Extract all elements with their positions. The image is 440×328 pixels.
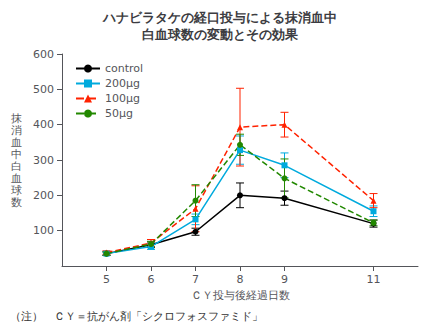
svg-text:血: 血 [11,171,22,185]
svg-text:ＣＹ投与後経過日数: ＣＹ投与後経過日数 [191,289,290,302]
svg-text:白: 白 [11,159,22,173]
svg-text:8: 8 [237,273,244,286]
svg-text:抹: 抹 [11,111,22,125]
svg-text:600: 600 [33,48,54,61]
svg-text:消: 消 [11,123,22,137]
svg-text:200: 200 [33,189,54,202]
svg-text:中: 中 [11,147,22,161]
svg-text:球: 球 [11,183,22,197]
svg-text:7: 7 [192,273,199,286]
svg-text:11: 11 [367,273,381,286]
svg-text:200μg: 200μg [105,77,140,90]
svg-text:300: 300 [33,154,54,167]
svg-text:血: 血 [11,135,22,149]
svg-text:6: 6 [148,273,155,286]
svg-text:9: 9 [281,273,288,286]
svg-text:ハナビラタケの経口投与による抹消血中: ハナビラタケの経口投与による抹消血中 [102,10,337,25]
svg-text:500: 500 [33,83,54,96]
svg-text:（注） ＣＹ＝抗がん剤「シクロフォスファミド」: （注） ＣＹ＝抗がん剤「シクロフォスファミド」 [10,310,263,323]
svg-text:100μg: 100μg [105,92,140,105]
svg-text:control: control [105,62,143,75]
svg-text:数: 数 [11,196,22,209]
svg-text:400: 400 [33,118,54,131]
svg-text:5: 5 [103,273,110,286]
svg-text:白血球数の変動とその効果: 白血球数の変動とその効果 [142,27,299,42]
svg-text:100: 100 [33,224,54,237]
svg-text:50μg: 50μg [105,107,133,120]
